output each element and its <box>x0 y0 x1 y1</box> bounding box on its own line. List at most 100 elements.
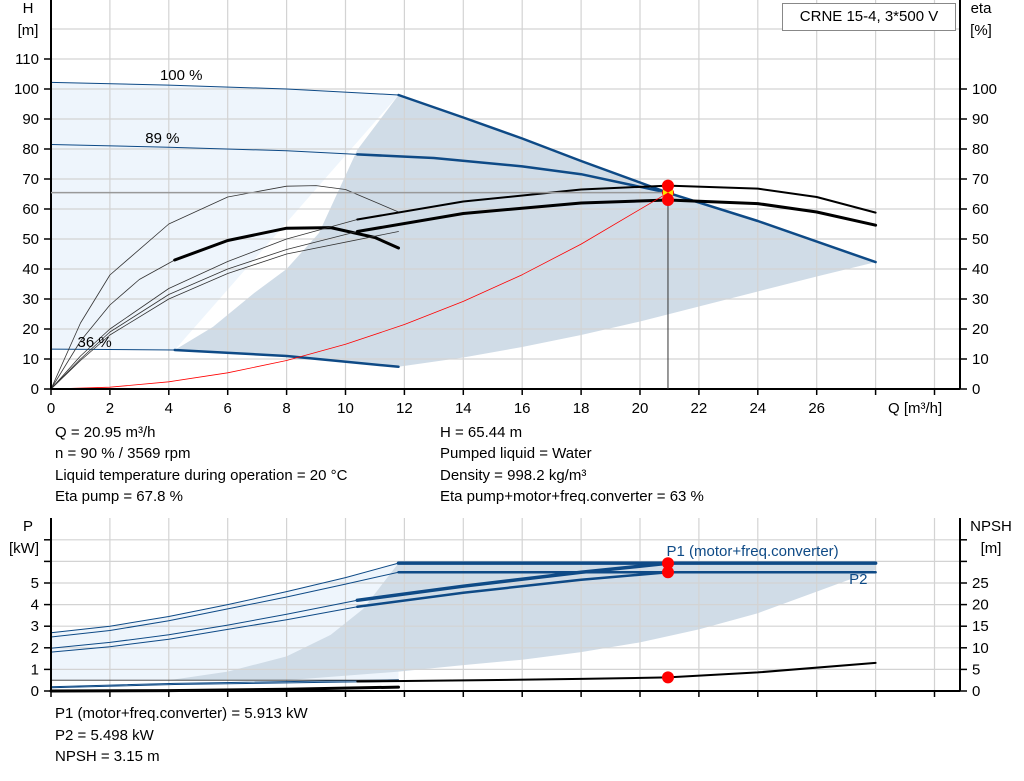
y-tick-label-left: 40 <box>22 261 39 278</box>
x-tick-label: 12 <box>396 400 413 417</box>
x-tick-label: 6 <box>224 400 232 417</box>
series-eta-pump-36 <box>50 185 399 390</box>
y-tick-label-left: 70 <box>22 171 39 188</box>
series-h-100-thin <box>50 81 399 96</box>
series-label: P1 (motor+freq.converter) <box>667 543 839 560</box>
h-axis-unit: [m] <box>18 22 39 39</box>
npsh-axis-unit: [m] <box>981 540 1002 557</box>
y-tick-label-right: 5 <box>972 661 980 678</box>
speed-label: 36 % <box>78 334 112 351</box>
series-system-curve <box>50 192 669 390</box>
info-speed: n = 90 % / 3569 rpm <box>55 445 191 462</box>
series-eta-total-36 <box>173 226 400 262</box>
y-tick-label-left: 110 <box>15 51 39 68</box>
x-tick-label: 20 <box>632 400 649 417</box>
y-tick-label-left: 3 <box>31 618 39 635</box>
p-axis-unit: [kW] <box>9 540 39 557</box>
x-tick-label: 10 <box>337 400 354 417</box>
y-tick-label-right: 90 <box>972 111 989 128</box>
info-eta-pump: Eta pump = 67.8 % <box>55 488 183 505</box>
y-tick-label-right: 0 <box>972 683 980 700</box>
y-tick-label-right: 80 <box>972 141 989 158</box>
y-tick-label-left: 90 <box>22 111 39 128</box>
series-h-36-thick <box>173 348 400 369</box>
y-tick-label-right: 40 <box>972 261 989 278</box>
y-tick-label-left: 80 <box>22 141 39 158</box>
y-tick-label-right: 20 <box>972 321 989 338</box>
series-eta-total-89-thin <box>50 231 358 390</box>
duty-point-icon <box>662 189 673 196</box>
y-tick-label-left: 1 <box>31 661 39 678</box>
npsh-operating-point-marker <box>661 671 674 684</box>
y-tick-label-right: 50 <box>972 231 989 248</box>
series-p1-89-thin <box>50 599 358 649</box>
x-tick-label: 26 <box>808 400 825 417</box>
series-h-limit <box>397 93 877 264</box>
y-tick-label-right: 60 <box>972 201 989 218</box>
npsh-axis-label: NPSH <box>970 518 1012 535</box>
y-tick-label-left: 60 <box>22 201 39 218</box>
series-p2-89 <box>356 570 701 609</box>
y-tick-label-right: 70 <box>972 171 989 188</box>
y-tick-label-right: 30 <box>972 291 989 308</box>
h-axis-label: H <box>23 0 34 17</box>
series-eta-total-36-thin <box>50 259 176 390</box>
operating-point-marker <box>661 557 674 570</box>
p-axis-label: P <box>23 518 33 535</box>
y-tick-label-right: 100 <box>972 81 997 98</box>
info-flow: Q = 20.95 m³/h <box>55 424 156 441</box>
y-tick-label-left: 10 <box>22 351 39 368</box>
info-temperature: Liquid temperature during operation = 20… <box>55 467 348 484</box>
x-tick-label: 0 <box>47 400 55 417</box>
info-density: Density = 998.2 kg/m³ <box>440 467 587 484</box>
x-tick-label: 14 <box>455 400 472 417</box>
operating-point-marker <box>661 566 674 579</box>
pump-title: CRNE 15-4, 3*500 V <box>782 3 956 31</box>
y-tick-label-right: 10 <box>972 640 989 657</box>
series-h-89-thin <box>50 144 358 155</box>
y-tick-label-right: 20 <box>972 597 989 614</box>
series-p1-89 <box>355 561 670 603</box>
series-p2-36 <box>50 680 399 689</box>
y-tick-label-left: 20 <box>22 321 39 338</box>
series-h-89-thick <box>356 153 670 195</box>
info-head: H = 65.44 m <box>440 424 523 441</box>
info-npsh: NPSH = 3.15 m <box>55 748 160 765</box>
y-tick-label-right: 25 <box>972 575 989 592</box>
series-h-36-thin <box>50 348 176 351</box>
y-tick-label-left: 4 <box>31 597 39 614</box>
info-eta-total: Eta pump+motor+freq.converter = 63 % <box>440 488 704 505</box>
y-tick-label-left: 30 <box>22 291 39 308</box>
x-tick-label: 22 <box>691 400 708 417</box>
x-tick-label: 18 <box>573 400 590 417</box>
series-eta-pump-89-thin <box>50 219 358 390</box>
speed-label: 89 % <box>145 130 179 147</box>
eta-axis-unit: [%] <box>970 22 992 39</box>
q-axis-label: Q [m³/h] <box>888 400 942 417</box>
y-tick-label-right: 15 <box>972 618 989 635</box>
x-tick-label: 8 <box>282 400 290 417</box>
series-p1-36 <box>50 679 399 688</box>
speed-label: 100 % <box>160 67 203 84</box>
x-tick-label: 2 <box>106 400 114 417</box>
eta-axis-label: eta <box>971 0 993 17</box>
series-label: P2 <box>849 571 867 588</box>
series-p2-89-thin <box>50 606 358 653</box>
power-npsh-chart: 0 1 2 3 4 5 0 5 10 15 20 25 P1 (motor+freq.converter… <box>31 518 989 700</box>
y-tick-label-left: 0 <box>31 683 39 700</box>
series-npsh <box>356 661 877 683</box>
info-p2: P2 = 5.498 kW <box>55 727 154 744</box>
info-liquid: Pumped liquid = Water <box>440 445 592 462</box>
y-tick-label-right: 0 <box>972 381 980 398</box>
x-tick-label: 16 <box>514 400 531 417</box>
series-eta-total-89-thin2 <box>50 231 399 390</box>
y-tick-label-right: 10 <box>972 351 989 368</box>
y-tick-label-left: 2 <box>31 640 39 657</box>
y-tick-label-left: 100 <box>14 81 39 98</box>
x-tick-label: 4 <box>165 400 173 417</box>
info-p1: P1 (motor+freq.converter) = 5.913 kW <box>55 705 308 722</box>
qh-chart: 0102030405060708090100110010203040506070… <box>14 0 997 417</box>
y-tick-label-left: 50 <box>22 231 39 248</box>
y-tick-label-left: 0 <box>31 381 39 398</box>
